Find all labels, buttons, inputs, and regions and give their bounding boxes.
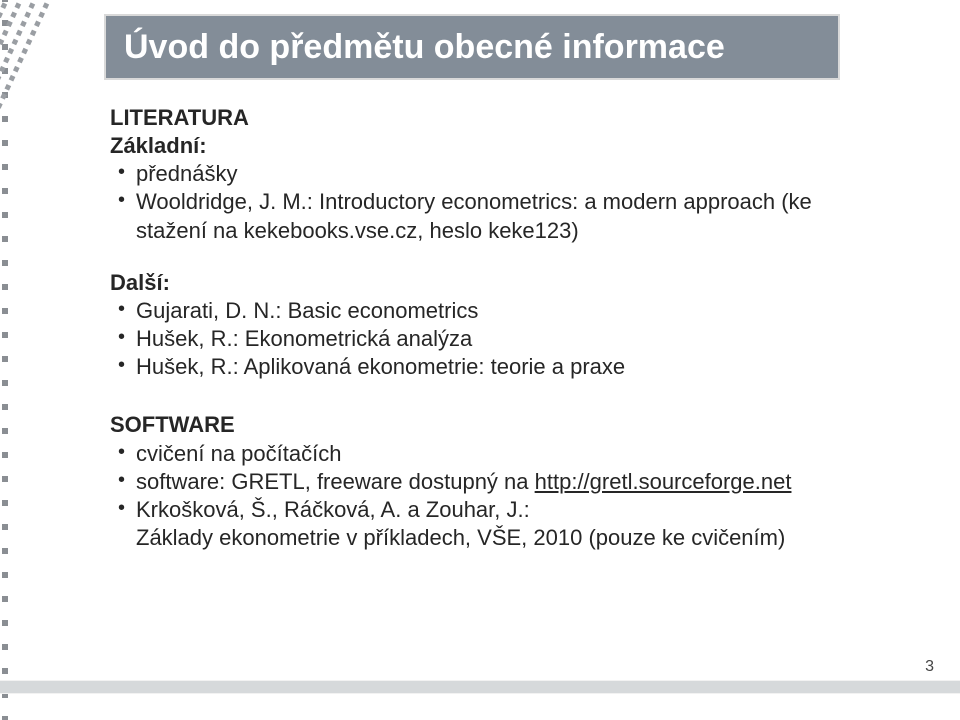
list-item: Hušek, R.: Ekonometrická analýza bbox=[110, 325, 880, 353]
list-item-text: Hušek, R.: Aplikovaná ekonometrie: teori… bbox=[136, 354, 625, 379]
page-number: 3 bbox=[925, 658, 934, 676]
list-item: Krkošková, Š., Ráčková, A. a Zouhar, J.:… bbox=[110, 496, 880, 552]
list-item-text: Základy ekonometrie v příkladech, VŠE, 2… bbox=[136, 524, 880, 552]
software-list: cvičení na počítačích software: GRETL, f… bbox=[110, 440, 880, 553]
list-item-text: software: GRETL, freeware dostupný na bbox=[136, 469, 535, 494]
list-item-text: Wooldridge, J. M.: Introductory economet… bbox=[136, 189, 812, 242]
left-dotted-decoration bbox=[0, 0, 90, 720]
list-item: Hušek, R.: Aplikovaná ekonometrie: teori… bbox=[110, 353, 880, 381]
page-title: Úvod do předmětu obecné informace bbox=[124, 28, 725, 67]
gretl-link[interactable]: http://gretl.sourceforge.net bbox=[535, 469, 792, 494]
basic-list: přednášky Wooldridge, J. M.: Introductor… bbox=[110, 160, 880, 244]
list-item-text: přednášky bbox=[136, 161, 238, 186]
software-heading: SOFTWARE bbox=[110, 411, 880, 439]
list-item-text: Hušek, R.: Ekonometrická analýza bbox=[136, 326, 472, 351]
list-item: Gujarati, D. N.: Basic econometrics bbox=[110, 297, 880, 325]
footer-bar bbox=[0, 680, 960, 694]
list-item: cvičení na počítačích bbox=[110, 440, 880, 468]
content-area: LITERATURA Základní: přednášky Wooldridg… bbox=[110, 98, 880, 552]
title-bar: Úvod do předmětu obecné informace bbox=[104, 14, 840, 80]
list-item-text: cvičení na počítačích bbox=[136, 441, 341, 466]
list-item-text: Gujarati, D. N.: Basic econometrics bbox=[136, 298, 478, 323]
list-item: přednášky bbox=[110, 160, 880, 188]
other-list: Gujarati, D. N.: Basic econometrics Huše… bbox=[110, 297, 880, 381]
basic-label: Základní: bbox=[110, 132, 880, 160]
list-item: Wooldridge, J. M.: Introductory economet… bbox=[110, 188, 880, 244]
literature-heading: LITERATURA bbox=[110, 104, 880, 132]
list-item: software: GRETL, freeware dostupný na ht… bbox=[110, 468, 880, 496]
other-label: Další: bbox=[110, 269, 880, 297]
list-item-text: Krkošková, Š., Ráčková, A. a Zouhar, J.: bbox=[136, 496, 880, 524]
